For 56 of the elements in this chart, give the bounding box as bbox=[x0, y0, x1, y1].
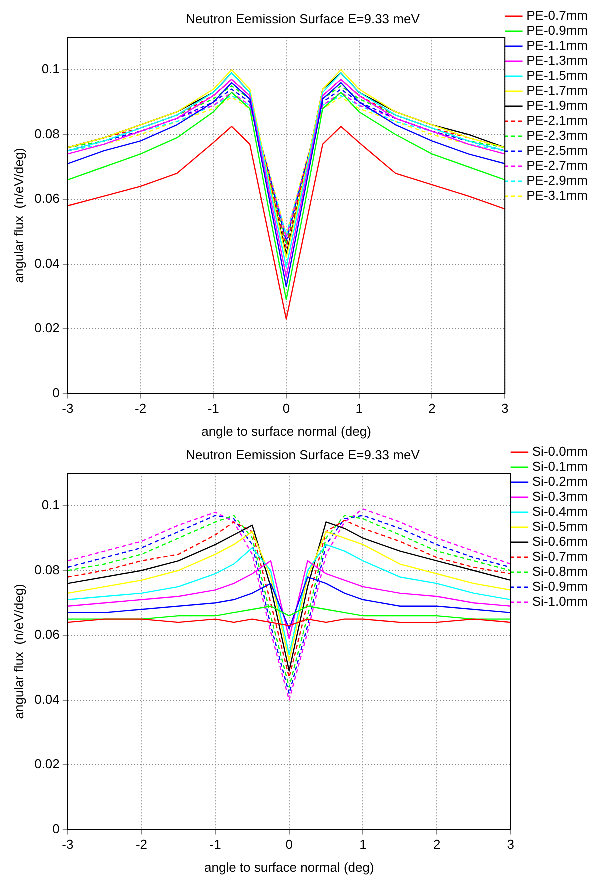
legend-label: Si-0.4mm bbox=[532, 504, 588, 520]
legend-label: Si-0.8mm bbox=[532, 564, 588, 580]
legend-label: PE-1.5mm bbox=[526, 68, 588, 84]
x-tick-label: 1 bbox=[356, 401, 363, 416]
y-tick-label: 0.02 bbox=[34, 320, 60, 336]
x-tick-label: -3 bbox=[62, 837, 74, 852]
chart-title: Neutron Eemission Surface E=9.33 meV bbox=[186, 447, 420, 462]
x-tick-label: 2 bbox=[428, 401, 436, 416]
x-tick-label: 3 bbox=[507, 837, 514, 852]
y-tick-label: 0.04 bbox=[34, 256, 60, 271]
legend-label: PE-2.5mm bbox=[526, 143, 588, 158]
y-tick-label: 0.06 bbox=[34, 627, 60, 642]
y-tick-label: 0.08 bbox=[34, 562, 60, 578]
y-tick-label: 0.02 bbox=[34, 756, 60, 772]
legend-label: PE-1.1mm bbox=[526, 38, 588, 54]
x-tick-label: 2 bbox=[433, 837, 441, 852]
x-tick-label: -2 bbox=[134, 401, 147, 416]
legend-label: Si-0.0mm bbox=[532, 444, 588, 460]
legend-label: PE-2.3mm bbox=[526, 128, 588, 144]
x-tick-label: 0 bbox=[286, 837, 294, 852]
y-axis-title: angular flux (n/eV/deg) bbox=[11, 584, 26, 720]
legend-label: PE-0.9mm bbox=[526, 23, 588, 38]
y-axis-title: angular flux (n/eV/deg) bbox=[11, 148, 26, 284]
legend-label: PE-2.7mm bbox=[526, 158, 588, 174]
legend-label: Si-0.9mm bbox=[532, 579, 588, 594]
x-tick-label: -2 bbox=[136, 837, 148, 852]
y-tick-label: 0 bbox=[52, 821, 60, 836]
y-tick-label: 0.1 bbox=[42, 498, 60, 513]
legend-label: PE-1.3mm bbox=[526, 53, 588, 68]
x-tick-label: 1 bbox=[360, 837, 367, 852]
chart-title: Neutron Eemission Surface E=9.33 meV bbox=[186, 11, 420, 26]
x-tick-label: -1 bbox=[210, 837, 222, 852]
x-axis-title: angle to surface normal (deg) bbox=[202, 424, 372, 439]
legend-label: PE-2.1mm bbox=[526, 113, 588, 128]
x-axis-title: angle to surface normal (deg) bbox=[204, 860, 374, 875]
y-tick-label: 0.06 bbox=[34, 191, 60, 206]
x-tick-label: 3 bbox=[501, 401, 509, 416]
x-tick-label: -1 bbox=[208, 401, 220, 416]
legend-label: PE-1.9mm bbox=[526, 98, 588, 114]
y-tick-label: 0.08 bbox=[34, 126, 60, 142]
legend-label: Si-0.5mm bbox=[532, 519, 588, 534]
x-tick-label: -3 bbox=[62, 401, 74, 416]
legend-label: Si-0.6mm bbox=[532, 534, 588, 550]
y-tick-label: 0.04 bbox=[34, 692, 60, 707]
y-tick-label: 0 bbox=[52, 385, 60, 400]
legend-label: Si-0.3mm bbox=[532, 489, 588, 504]
y-tick-label: 0.1 bbox=[42, 62, 60, 77]
x-tick-label: 0 bbox=[282, 401, 290, 416]
legend-label: Si-0.1mm bbox=[532, 459, 588, 474]
legend-label: PE-0.7mm bbox=[526, 8, 588, 24]
legend-label: Si-1.0mm bbox=[532, 594, 588, 610]
legend-label: PE-2.9mm bbox=[526, 173, 588, 188]
legend-label: Si-0.2mm bbox=[532, 474, 588, 490]
legend-label: Si-0.7mm bbox=[532, 549, 588, 564]
legend-label: PE-3.1mm bbox=[526, 188, 588, 204]
legend-label: PE-1.7mm bbox=[526, 83, 588, 98]
